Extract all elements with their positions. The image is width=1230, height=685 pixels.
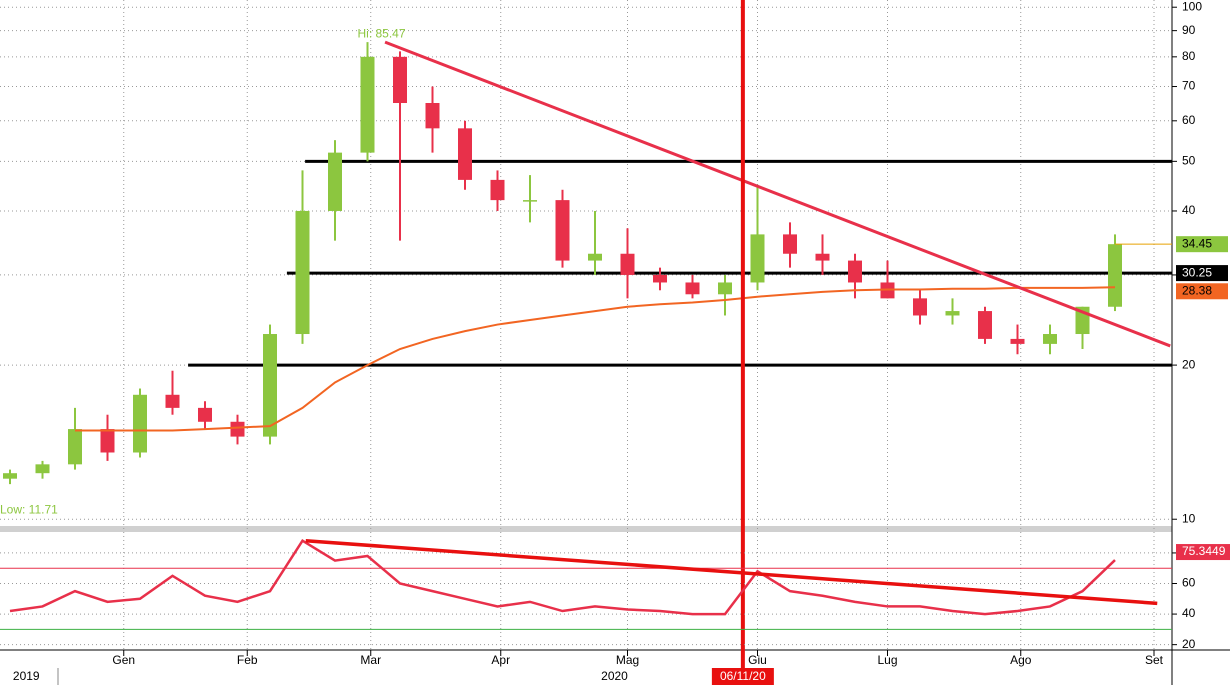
x-tick-label: Mar [360,653,381,667]
y-tick-label: 20 [1182,637,1196,651]
candle-body [588,253,602,261]
candle-body [133,394,147,453]
candle-body [425,103,440,129]
y-tick-label: 40 [1182,606,1196,620]
y-tick-label: 50 [1182,154,1196,168]
event-label-box [711,668,774,685]
candle-body [523,200,537,202]
x-tick-label: Ago [1010,653,1032,667]
candle-body [913,298,927,316]
candle-body [100,429,115,453]
y-tick-label: 80 [1182,49,1196,63]
candle-body [718,282,732,295]
ma-label-box [1176,283,1228,300]
candle-body [3,473,17,479]
x-tick-label: Gen [112,653,135,667]
high-label: Hi: 85.47 [358,26,406,40]
candle-body [230,421,245,437]
y-tick-label: 20 [1182,357,1196,371]
candle-body [360,56,375,153]
x-tick-label: Giu [748,653,767,667]
y-tick-label: 60 [1182,576,1196,590]
panel-separator [0,526,1172,532]
candle-body [653,274,667,283]
trendline [305,538,1158,606]
candle-body [685,282,700,295]
trendline [384,40,1171,348]
y-tick-label: 10 [1182,511,1196,525]
candle-body [783,234,797,254]
candle-body [945,311,960,316]
x-tick-label: Mag [616,653,639,667]
x-tick-label: Apr [491,653,510,667]
candle-body [165,394,180,408]
rsi-line [9,538,1116,616]
candle-body [750,234,765,283]
event-label: 06/11/20 [720,669,766,683]
x-tick-label: Lug [877,653,897,667]
year-label: 2020 [601,669,628,683]
y-tick-label: 60 [1182,113,1196,127]
candle-body [393,56,407,104]
candle-body [295,210,310,335]
candle-body [490,179,505,201]
candle-body [458,128,472,180]
candle-body [848,260,862,283]
candle-body [815,253,830,261]
y-tick-label: 90 [1182,23,1196,37]
candle-body [1043,334,1057,344]
y-tick-label: 70 [1182,79,1196,93]
last-price-label-box [1176,236,1228,253]
rsi-last-label-box [1176,544,1230,561]
low-label: Low: 11.71 [0,502,58,516]
rsi-last-label: 75.3449 [1182,544,1226,558]
candle-body [1010,338,1025,344]
last-price-label: 34.45 [1182,236,1212,250]
level-label-box [1176,265,1228,282]
y-tick-label: 40 [1182,203,1196,217]
candle-body [620,253,635,275]
candle-body [555,200,570,261]
moving-average [75,286,1116,432]
x-tick-label: Feb [237,653,258,667]
candle-body [198,407,212,422]
year-label: 2019 [13,669,40,683]
y-tick-label: 100 [1182,0,1202,13]
candle-body [68,429,82,465]
x-tick-label: Set [1145,653,1164,667]
candle-body [1108,244,1122,307]
candle-body [978,311,992,339]
level-label: 30.25 [1182,265,1212,279]
candle-body [328,152,342,211]
candle-body [263,334,277,437]
candle-body [35,464,50,474]
ma-label: 28.38 [1182,283,1212,297]
